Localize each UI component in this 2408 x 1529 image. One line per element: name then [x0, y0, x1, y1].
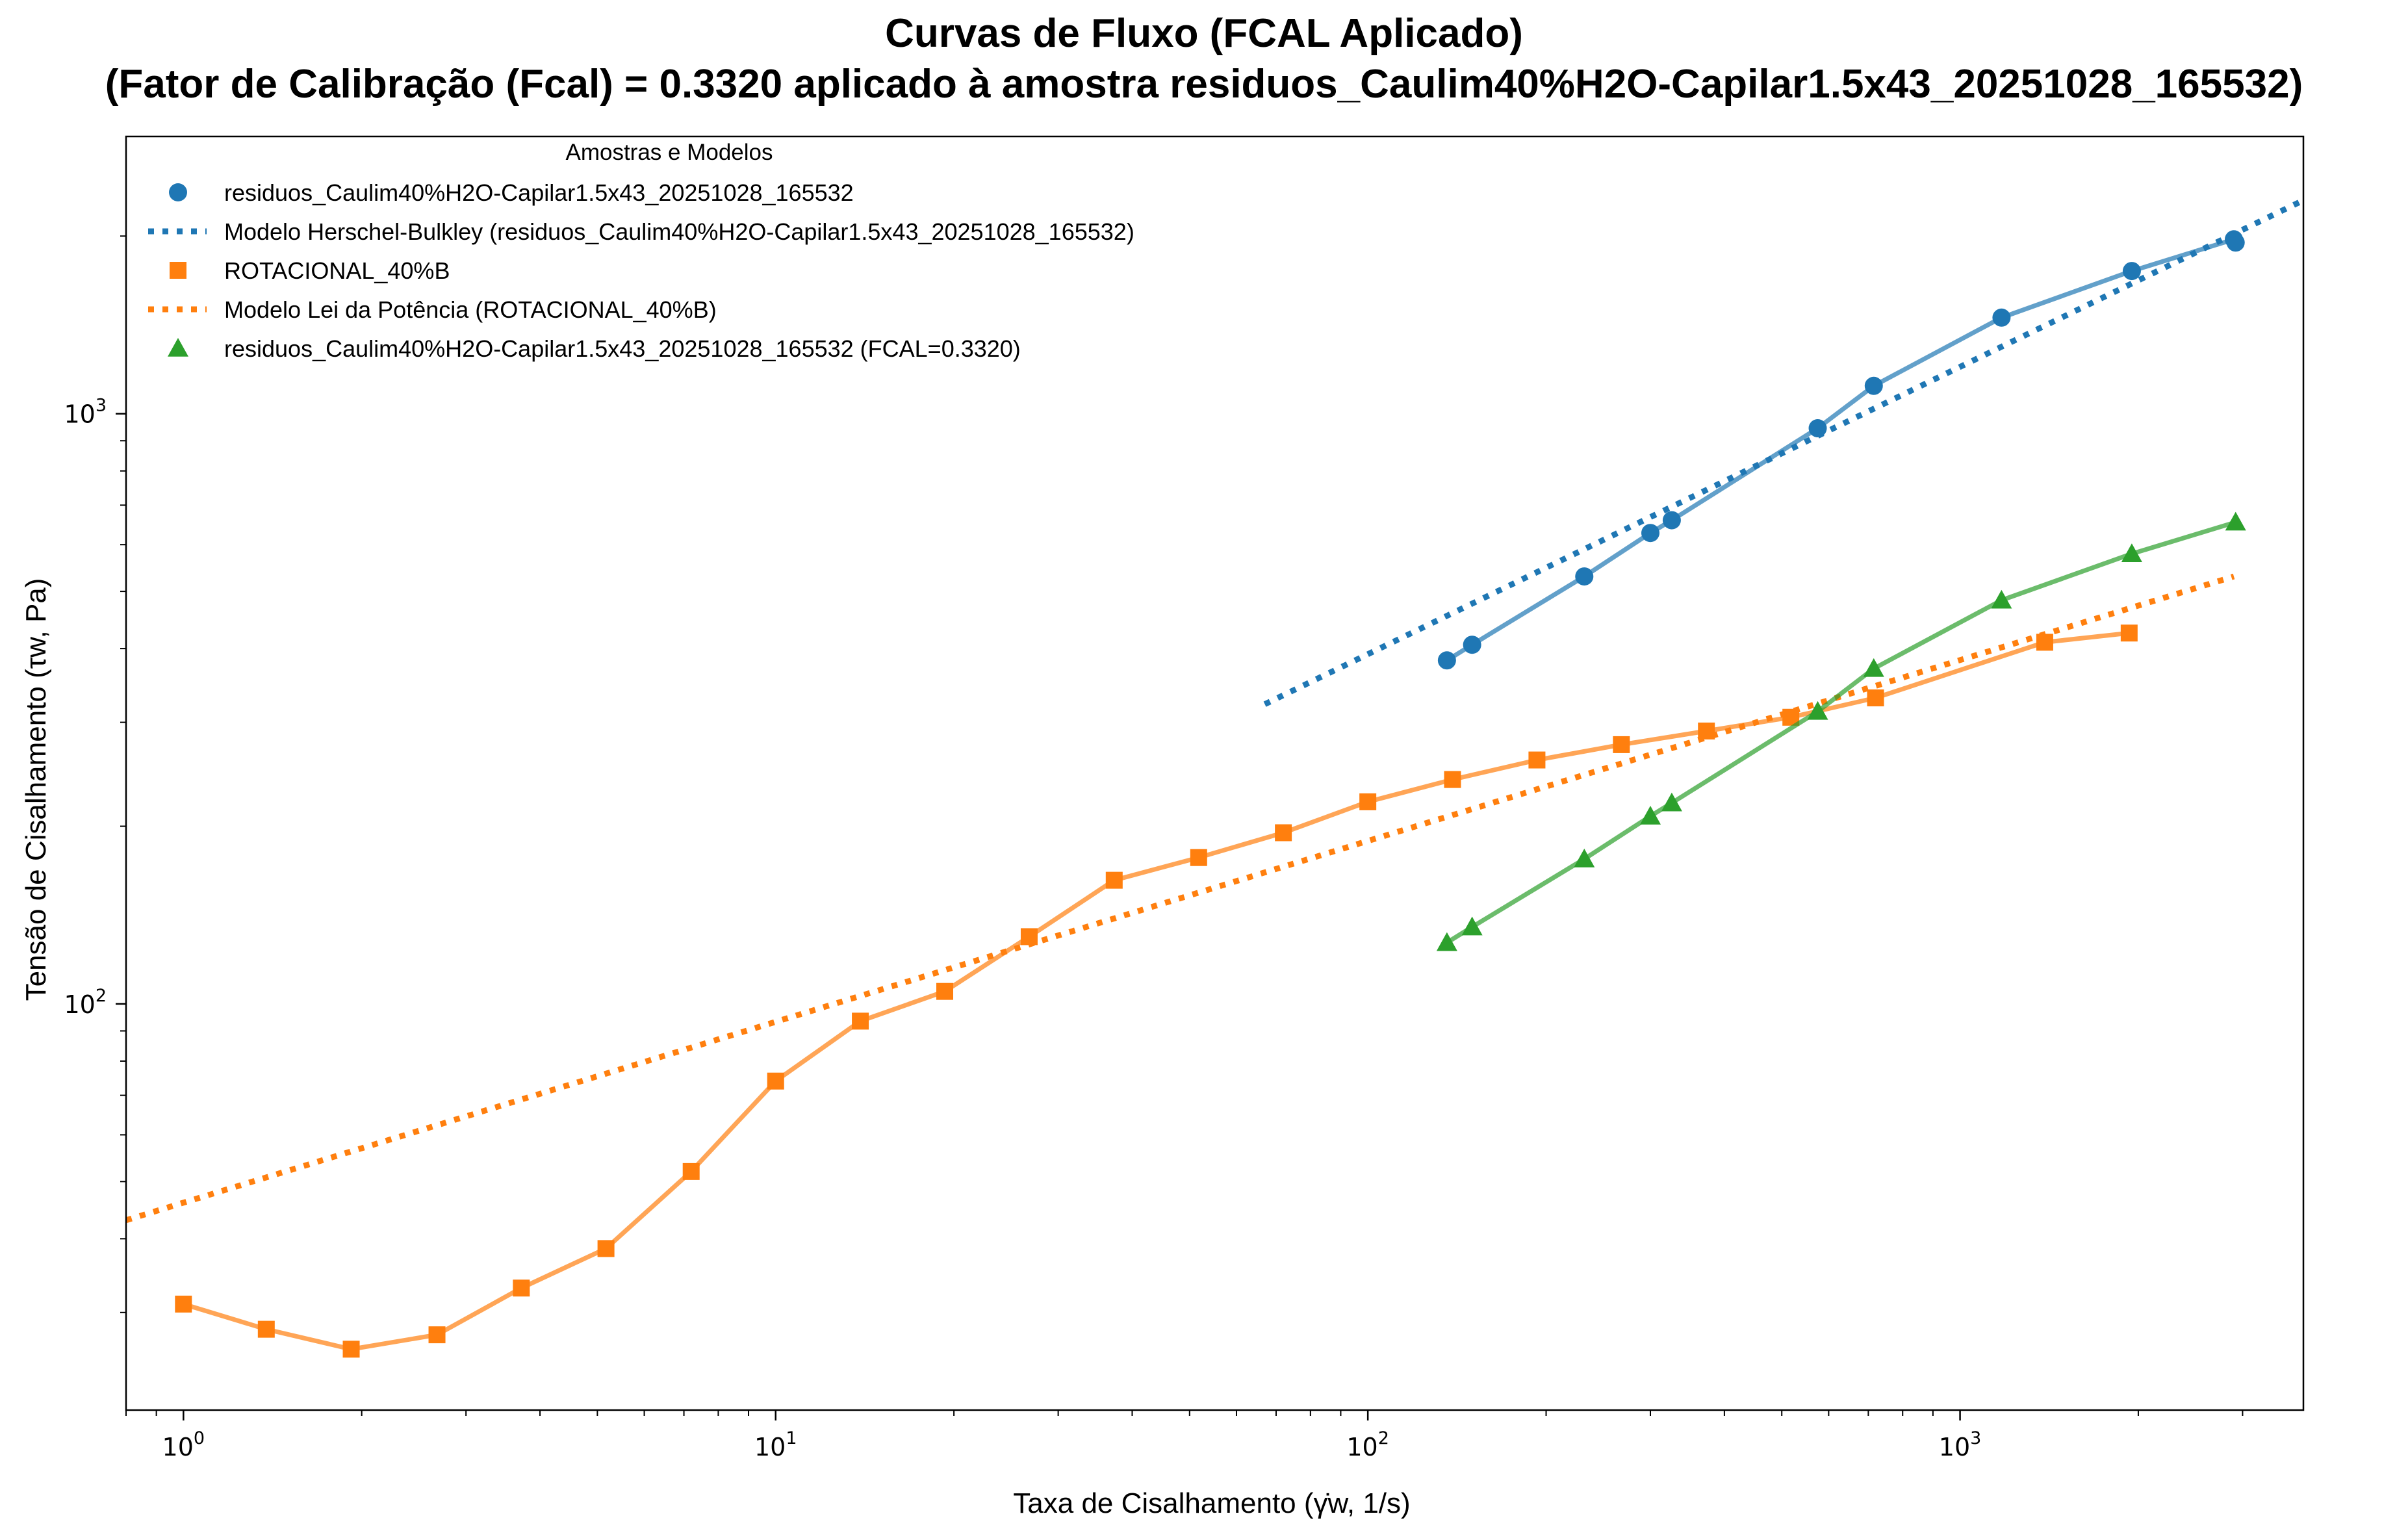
- model-line-4: [126, 573, 2235, 1224]
- series-2: [1263, 198, 2303, 707]
- y-tick-label: 102: [64, 986, 107, 1019]
- data-point-5-8: [1991, 589, 2012, 609]
- data-point-5-7: [1863, 658, 1884, 677]
- series-4: [126, 573, 2235, 1224]
- legend-item-5: residuos_Caulim40%H2O-Capilar1.5x43_2025…: [168, 335, 1021, 362]
- x-axis-label: Taxa de Cisalhamento (γ̇w, 1/s): [1013, 1487, 1410, 1519]
- data-point-3-18: [1613, 736, 1630, 753]
- data-point-3-14: [1275, 824, 1292, 842]
- x-tick-label: 102: [1346, 1428, 1389, 1461]
- x-tick-label: 100: [162, 1428, 205, 1461]
- data-point-3-10: [936, 983, 954, 1000]
- data-point-1-9: [2122, 262, 2141, 281]
- legend-marker: [168, 338, 188, 357]
- data-point-3-23: [2120, 624, 2138, 642]
- legend: Amostras e Modelos residuos_Caulim40%H2O-…: [148, 140, 1134, 362]
- y-axis-label: Tensão de Cisalhamento (τw, Pa): [20, 578, 52, 1001]
- data-point-3-8: [767, 1072, 784, 1090]
- data-point-3-13: [1190, 849, 1207, 866]
- series-3: [175, 624, 2138, 1358]
- legend-marker: [169, 183, 187, 201]
- data-point-1-1: [1437, 651, 1456, 670]
- legend-label: residuos_Caulim40%H2O-Capilar1.5x43_2025…: [224, 335, 1021, 362]
- data-point-5-1: [1436, 932, 1457, 951]
- data-point-5-3: [1574, 848, 1595, 867]
- y-axis: 102 103: [64, 235, 126, 1313]
- data-point-3-3: [342, 1341, 360, 1358]
- data-point-3-6: [597, 1240, 615, 1257]
- legend-title: Amostras e Modelos: [565, 140, 773, 165]
- legend-item-1: residuos_Caulim40%H2O-Capilar1.5x43_2025…: [169, 179, 854, 206]
- series-layer: [126, 198, 2303, 1358]
- data-point-3-7: [682, 1163, 700, 1180]
- data-point-5-5: [1661, 792, 1682, 812]
- data-point-3-2: [257, 1320, 275, 1338]
- data-point-1-3: [1575, 567, 1594, 586]
- series-5: [1436, 511, 2246, 951]
- data-point-1-7: [1864, 376, 1883, 395]
- data-point-3-9: [852, 1012, 869, 1030]
- chart-title: Curvas de Fluxo (FCAL Aplicado): [885, 11, 1523, 56]
- data-point-3-5: [513, 1279, 530, 1297]
- data-point-5-6: [1807, 700, 1828, 720]
- data-point-3-15: [1359, 793, 1377, 810]
- legend-label: Modelo Lei da Potência (ROTACIONAL_40%B): [224, 296, 717, 323]
- y-tick-label: 103: [64, 396, 107, 429]
- series-line-5: [1446, 520, 2236, 945]
- x-tick-label: 103: [1939, 1428, 1982, 1461]
- legend-item-3: ROTACIONAL_40%B: [170, 257, 450, 284]
- data-point-5-2: [1461, 916, 1483, 936]
- data-point-1-2: [1463, 636, 1481, 654]
- data-point-3-16: [1444, 771, 1461, 788]
- data-point-3-12: [1105, 871, 1123, 889]
- data-point-1-4: [1641, 524, 1660, 543]
- legend-label: Modelo Herschel-Bulkley (residuos_Caulim…: [224, 218, 1134, 245]
- data-point-5-9: [2121, 543, 2142, 563]
- plot-frame: [125, 135, 2305, 1411]
- data-point-5-10: [2225, 511, 2246, 531]
- data-point-5-4: [1640, 806, 1661, 825]
- data-point-1-8: [1992, 308, 2011, 327]
- x-tick-label: 101: [754, 1428, 797, 1461]
- data-point-3-1: [175, 1295, 192, 1313]
- data-point-3-4: [428, 1326, 446, 1344]
- x-axis: 100 101 102 103: [125, 1410, 2244, 1461]
- legend-marker: [170, 262, 186, 279]
- legend-item-2: Modelo Herschel-Bulkley (residuos_Caulim…: [148, 218, 1134, 245]
- data-point-3-21: [1867, 689, 1884, 706]
- model-line-2: [1263, 198, 2303, 707]
- chart-subtitle: (Fator de Calibração (Fcal) = 0.3320 apl…: [105, 62, 2303, 107]
- legend-item-4: Modelo Lei da Potência (ROTACIONAL_40%B): [148, 296, 717, 323]
- legend-label: ROTACIONAL_40%B: [224, 257, 450, 284]
- plot-area: [125, 135, 2305, 1411]
- legend-label: residuos_Caulim40%H2O-Capilar1.5x43_2025…: [224, 179, 854, 206]
- data-point-3-17: [1528, 751, 1546, 769]
- data-point-1-5: [1662, 511, 1681, 530]
